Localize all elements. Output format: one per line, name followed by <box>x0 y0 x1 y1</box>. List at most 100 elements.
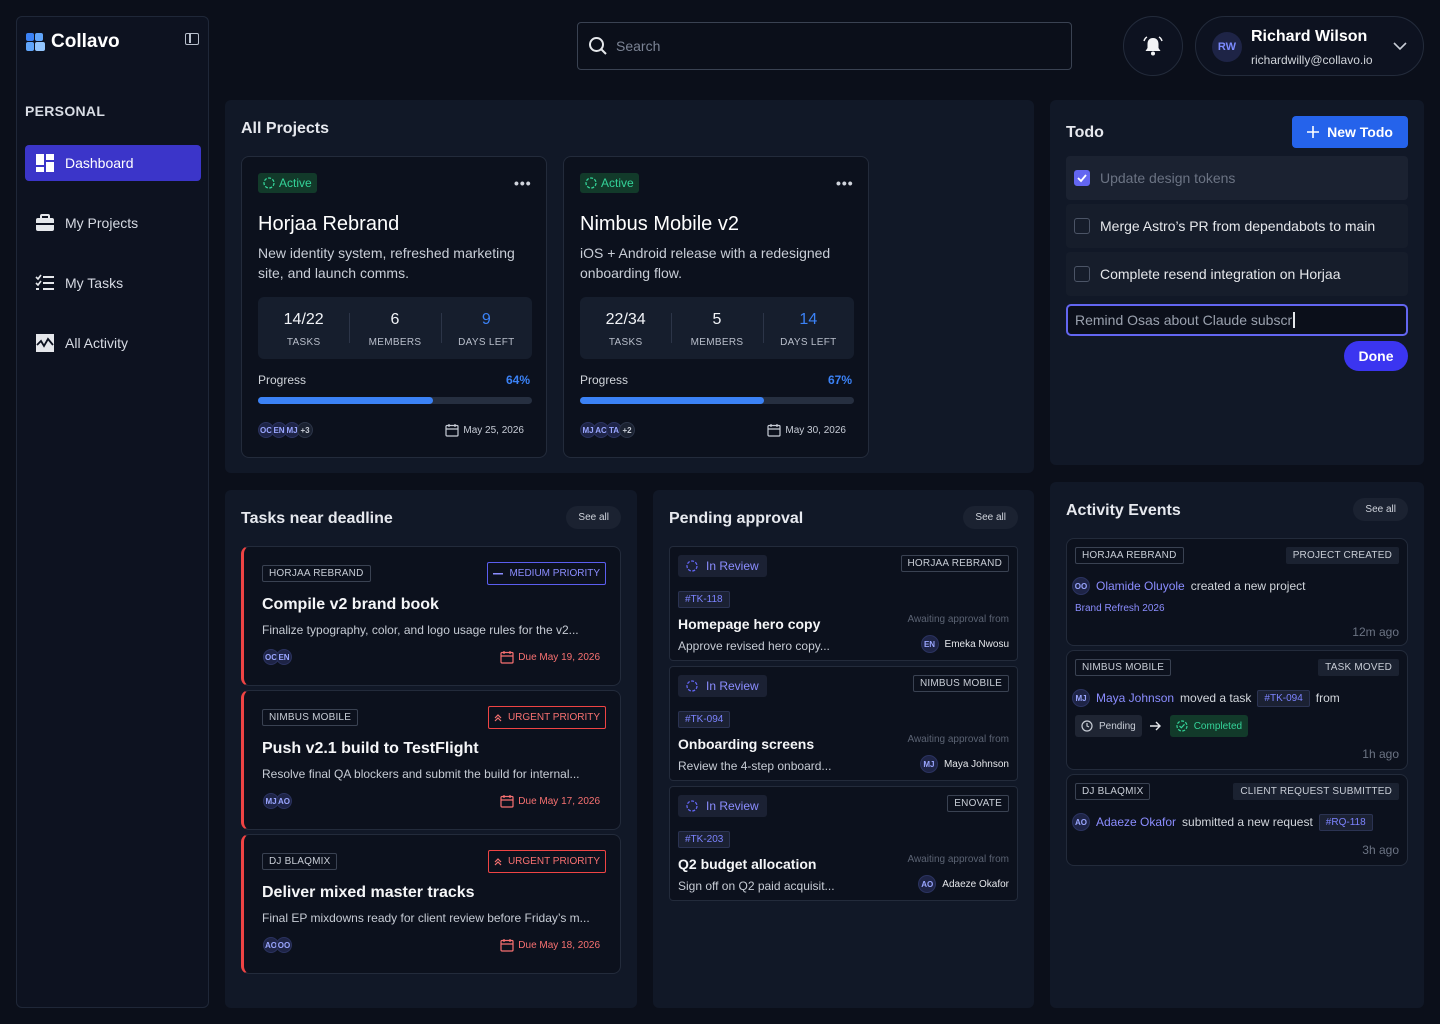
task-card[interactable]: DJ BLAQMIX URGENT PRIORITY Deliver mixed… <box>241 834 621 974</box>
project-link[interactable]: Brand Refresh 2026 <box>1075 603 1165 614</box>
todo-text: Merge Astro’s PR from dependabots to mai… <box>1100 218 1376 234</box>
status-badge: In Review <box>678 555 767 577</box>
todo-text: Complete resend integration on Horjaa <box>1100 266 1341 282</box>
task-id[interactable]: #TK-094 <box>1257 689 1310 707</box>
sidebar-item-label: My Tasks <box>65 275 124 291</box>
task-title: Push v2.1 build to TestFlight <box>262 740 479 757</box>
avatar: AO <box>918 875 937 893</box>
sidebar-collapse-icon[interactable] <box>185 33 199 45</box>
priority-badge: URGENT PRIORITY <box>487 850 606 873</box>
progress-percent: 67% <box>827 373 852 387</box>
task-description: Resolve final QA blockers and submit the… <box>262 767 580 781</box>
checkbox-checked[interactable] <box>1074 170 1090 186</box>
approval-title: Q2 budget allocation <box>678 856 817 872</box>
more-options-icon[interactable]: ••• <box>514 175 532 191</box>
bell-icon <box>1143 36 1163 56</box>
stat-days-left: 9 DAYS LEFT <box>440 297 532 359</box>
minus-icon <box>493 572 504 574</box>
checkbox[interactable] <box>1074 266 1090 282</box>
stat-tasks: 14/22 TASKS <box>258 297 349 359</box>
check-circle-icon <box>1176 720 1188 732</box>
status-label: In Review <box>706 799 759 813</box>
approval-card[interactable]: In Review NIMBUS MOBILE #TK-094 Onboardi… <box>669 666 1018 781</box>
status-label: Active <box>601 176 634 190</box>
avatar: OO <box>276 937 292 953</box>
avatar: AO <box>276 793 292 809</box>
event-time: 3h ago <box>1362 843 1399 857</box>
project-card[interactable]: Active ••• Nimbus Mobile v2 iOS + Androi… <box>563 156 869 458</box>
task-title: Deliver mixed master tracks <box>262 884 475 901</box>
see-all-button[interactable]: See all <box>963 506 1018 529</box>
todo-item[interactable]: Update design tokens <box>1066 156 1408 200</box>
done-button[interactable]: Done <box>1344 341 1408 371</box>
sidebar-item-dashboard[interactable]: Dashboard <box>25 145 201 181</box>
project-tag: NIMBUS MOBILE <box>262 709 359 726</box>
logo-icon <box>26 33 45 51</box>
task-id: #TK-118 <box>678 591 730 608</box>
status-badge: In Review <box>678 675 767 697</box>
search-bar[interactable]: Search <box>577 22 1072 70</box>
todo-item[interactable]: Merge Astro’s PR from dependabots to mai… <box>1066 204 1408 248</box>
calendar-icon <box>767 424 781 437</box>
stat-members: 6 MEMBERS <box>349 297 440 359</box>
approver-name: Maya Johnson <box>943 758 1009 770</box>
approver-name: Emeka Nwosu <box>944 638 1009 650</box>
panel-title: All Projects <box>241 120 330 137</box>
app-logo[interactable]: Collavo <box>25 31 120 53</box>
avatar: EN <box>920 635 939 653</box>
approval-card[interactable]: In Review ENOVATE #TK-203 Q2 budget allo… <box>669 786 1018 901</box>
activity-event[interactable]: HORJAA REBRAND PROJECT CREATED OO Olamid… <box>1066 538 1408 646</box>
event-line: AO Adaeze Okafor submitted a new request… <box>1072 813 1373 831</box>
project-tag: HORJAA REBRAND <box>262 565 371 582</box>
new-todo-button[interactable]: New Todo <box>1292 116 1408 148</box>
stat-value: 6 <box>390 311 400 328</box>
avatar: RW <box>1212 32 1242 62</box>
request-id[interactable]: #RQ-118 <box>1318 813 1373 831</box>
task-card[interactable]: HORJAA REBRAND MEDIUM PRIORITY Compile v… <box>241 546 621 686</box>
event-type-tag: TASK MOVED <box>1318 659 1399 676</box>
user-menu[interactable]: RW Richard Wilson richardwilly@collavo.i… <box>1195 16 1424 76</box>
status-from: Pending <box>1075 715 1142 737</box>
see-all-button[interactable]: See all <box>1353 498 1408 521</box>
member-avatars: MJ AC TA +2 <box>580 422 635 438</box>
plus-icon <box>1307 126 1320 138</box>
more-options-icon[interactable]: ••• <box>836 175 854 191</box>
todo-item[interactable]: Complete resend integration on Horjaa <box>1066 252 1408 296</box>
sidebar-item-all-activity[interactable]: All Activity <box>25 325 201 361</box>
event-line: MJ Maya Johnson moved a task #TK-094 fro… <box>1072 689 1340 707</box>
calendar-icon <box>500 939 514 952</box>
new-todo-input[interactable]: Remind Osas about Claude subscr <box>1066 304 1408 336</box>
sidebar-item-my-projects[interactable]: My Projects <box>25 205 201 241</box>
priority-badge: MEDIUM PRIORITY <box>487 562 606 585</box>
status-label: In Review <box>706 679 759 693</box>
status-label: Active <box>279 176 312 190</box>
avatar: MJ <box>919 755 938 773</box>
progress-percent: 64% <box>505 373 530 387</box>
due-text: Due May 17, 2026 <box>518 795 600 807</box>
event-type-tag: PROJECT CREATED <box>1285 547 1399 564</box>
task-card[interactable]: NIMBUS MOBILE URGENT PRIORITY Push v2.1 … <box>241 690 621 830</box>
status-badge: Active <box>580 173 639 193</box>
event-time: 12m ago <box>1352 625 1399 639</box>
person-link[interactable]: Olamide Oluyole <box>1096 579 1185 593</box>
sidebar-item-label: All Activity <box>65 335 129 351</box>
status-from-label: Pending <box>1099 720 1136 732</box>
activity-event[interactable]: NIMBUS MOBILE TASK MOVED MJ Maya Johnson… <box>1066 650 1408 770</box>
sidebar-item-my-tasks[interactable]: My Tasks <box>25 265 201 301</box>
person-link[interactable]: Adaeze Okafor <box>1096 815 1177 829</box>
search-icon <box>589 37 607 55</box>
notifications-button[interactable] <box>1123 16 1183 76</box>
stat-label: TASKS <box>608 337 643 348</box>
stat-label: MEMBERS <box>690 337 744 348</box>
checkbox[interactable] <box>1074 218 1090 234</box>
progress-label: Progress <box>580 373 629 387</box>
activity-event[interactable]: DJ BLAQMIX CLIENT REQUEST SUBMITTED AO A… <box>1066 774 1408 866</box>
status-to: Completed <box>1169 715 1249 737</box>
priority-label: URGENT PRIORITY <box>507 712 600 723</box>
project-card[interactable]: Active ••• Horjaa Rebrand New identity s… <box>241 156 547 458</box>
event-type-tag: CLIENT REQUEST SUBMITTED <box>1233 783 1399 800</box>
assignee-avatars: AO OO <box>263 937 292 953</box>
approval-card[interactable]: In Review HORJAA REBRAND #TK-118 Homepag… <box>669 546 1018 661</box>
see-all-button[interactable]: See all <box>566 506 621 529</box>
person-link[interactable]: Maya Johnson <box>1096 691 1175 705</box>
